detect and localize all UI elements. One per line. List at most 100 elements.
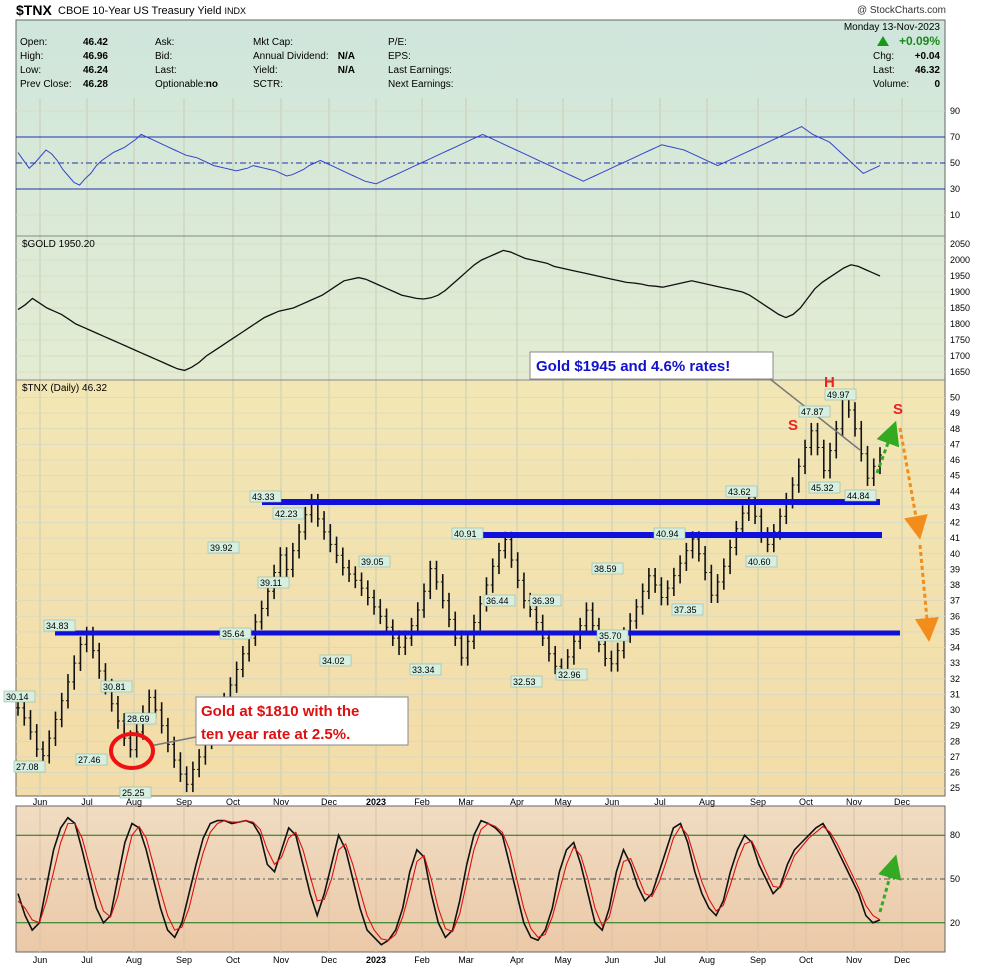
x-tick-label: Sep xyxy=(176,797,192,807)
info-mid3: P/E: EPS: Last Earnings: Next Earnings: xyxy=(388,37,454,90)
x-tick-label: Jul xyxy=(654,797,666,807)
value-label-box xyxy=(13,760,46,773)
annotation-gold-1945-text: Gold $1945 and 4.6% rates! xyxy=(536,358,730,375)
y-tick-label: 27 xyxy=(950,752,960,762)
x-tick-label: Jun xyxy=(605,797,620,807)
value-label-box xyxy=(207,541,240,554)
value-label: 40.60 xyxy=(748,557,771,567)
x-tick-label: Aug xyxy=(699,797,715,807)
value-label-box xyxy=(844,489,877,502)
info-label: Chg: xyxy=(873,51,894,62)
value-label: 49.97 xyxy=(827,390,850,400)
value-label: 34.83 xyxy=(46,621,69,631)
y-tick-label: 29 xyxy=(950,721,960,731)
x-tick-label: Dec xyxy=(321,797,338,807)
y-tick-label: 43 xyxy=(950,502,960,512)
value-label-box xyxy=(409,663,442,676)
value-label: 32.53 xyxy=(513,677,536,687)
x-tick-label: Jul xyxy=(81,797,93,807)
value-label-box xyxy=(119,786,152,799)
y-tick-label: 2050 xyxy=(950,239,970,249)
y-tick-label: 46 xyxy=(950,455,960,465)
info-value: 46.32 xyxy=(915,65,940,76)
value-label: 34.02 xyxy=(322,656,345,666)
x-tick-label: May xyxy=(554,955,572,965)
info-label: Ask: xyxy=(155,37,174,48)
value-label: 39.05 xyxy=(361,557,384,567)
value-label: 45.32 xyxy=(811,483,834,493)
x-tick-label: Oct xyxy=(226,797,241,807)
y-tick-label: 49 xyxy=(950,408,960,418)
x-axis-ticks: Jun Jun Jul Jul Aug Aug Sep Sep Oct Oct Nov Nov Dec D… xyxy=(33,797,911,965)
value-label-box xyxy=(555,668,588,681)
info-mid2: Mkt Cap: Annual Dividend: N/A Yield: N/A SCTR… xyxy=(253,37,355,90)
value-label: 35.70 xyxy=(599,631,622,641)
info-label: Open: xyxy=(20,37,47,48)
green-arrow-price xyxy=(875,420,900,474)
info-block: Open: 46.42 High: 46.96 Low: 46.24 Prev Close:… xyxy=(20,22,940,90)
value-label-box xyxy=(653,527,686,540)
value-label: 35.64 xyxy=(222,629,245,639)
x-tick-label: Apr xyxy=(510,955,524,965)
stochastic-panel xyxy=(16,816,945,946)
value-label: 44.84 xyxy=(847,491,870,501)
rsi-panel xyxy=(16,126,945,190)
y-tick-label: 50 xyxy=(950,393,960,403)
stoch-k-line xyxy=(17,816,881,946)
ticker-name: CBOE 10-Year US Treasury Yield INDX xyxy=(58,5,246,17)
y-tick-label: 50 xyxy=(950,874,960,884)
y-tick-label: 30 xyxy=(950,184,960,194)
y-tick-label: 42 xyxy=(950,518,960,528)
x-tick-label: Nov xyxy=(273,797,290,807)
info-value: 46.28 xyxy=(83,79,108,90)
x-tick-label: Nov xyxy=(846,955,863,965)
value-label: 32.96 xyxy=(558,670,581,680)
x-tick-label: Oct xyxy=(226,955,241,965)
info-right: Chg: +0.04 Last: 46.32 Volume: 0 xyxy=(873,51,940,90)
info-label: Volume: xyxy=(873,79,909,90)
x-tick-label: Aug xyxy=(126,797,142,807)
value-label-box xyxy=(100,680,133,693)
info-value: 46.42 xyxy=(83,37,108,48)
info-label: Low: xyxy=(20,65,41,76)
info-value: N/A xyxy=(338,65,355,76)
x-tick-label: Oct xyxy=(799,955,814,965)
x-tick-label: Jun xyxy=(605,955,620,965)
y-tick-label: 1800 xyxy=(950,319,970,329)
value-label: 47.87 xyxy=(801,407,824,417)
info-value: +0.04 xyxy=(915,51,941,62)
orange-arrow-1 xyxy=(898,427,928,540)
y-tick-label: 38 xyxy=(950,580,960,590)
value-label: 27.46 xyxy=(78,755,101,765)
value-label: 39.92 xyxy=(210,543,233,553)
value-label-box xyxy=(3,690,36,703)
value-label-box xyxy=(808,481,841,494)
value-label: 38.59 xyxy=(594,564,617,574)
info-label: Prev Close: xyxy=(20,79,72,90)
info-label: High: xyxy=(20,51,43,62)
gold-line xyxy=(17,249,881,372)
value-label: 37.35 xyxy=(674,605,697,615)
value-label: 27.08 xyxy=(16,762,39,772)
y-tick-label: 1900 xyxy=(950,287,970,297)
value-label: 25.25 xyxy=(122,788,145,798)
info-label: Annual Dividend: xyxy=(253,51,329,62)
x-tick-label: Nov xyxy=(846,797,863,807)
y-tick-label: 40 xyxy=(950,549,960,559)
y-tick-label: 26 xyxy=(950,768,960,778)
stoch-d-line xyxy=(17,820,881,941)
value-label: 30.14 xyxy=(6,692,29,702)
info-label: Last: xyxy=(155,65,177,76)
y-tick-label: 47 xyxy=(950,439,960,449)
highlight-circle xyxy=(109,732,155,770)
y-tick-label: 1950 xyxy=(950,271,970,281)
ticker-symbol: $TNX xyxy=(16,2,52,18)
value-label-box xyxy=(591,562,624,575)
x-tick-label: Jul xyxy=(81,955,93,965)
gold-legend: $GOLD 1950.20 xyxy=(22,239,95,250)
y-tick-label: 30 xyxy=(950,705,960,715)
x-tick-label: Dec xyxy=(894,955,911,965)
info-mid1: Ask: Bid: Last: Optionable: no xyxy=(155,37,218,90)
y-tick-label: 70 xyxy=(950,132,960,142)
